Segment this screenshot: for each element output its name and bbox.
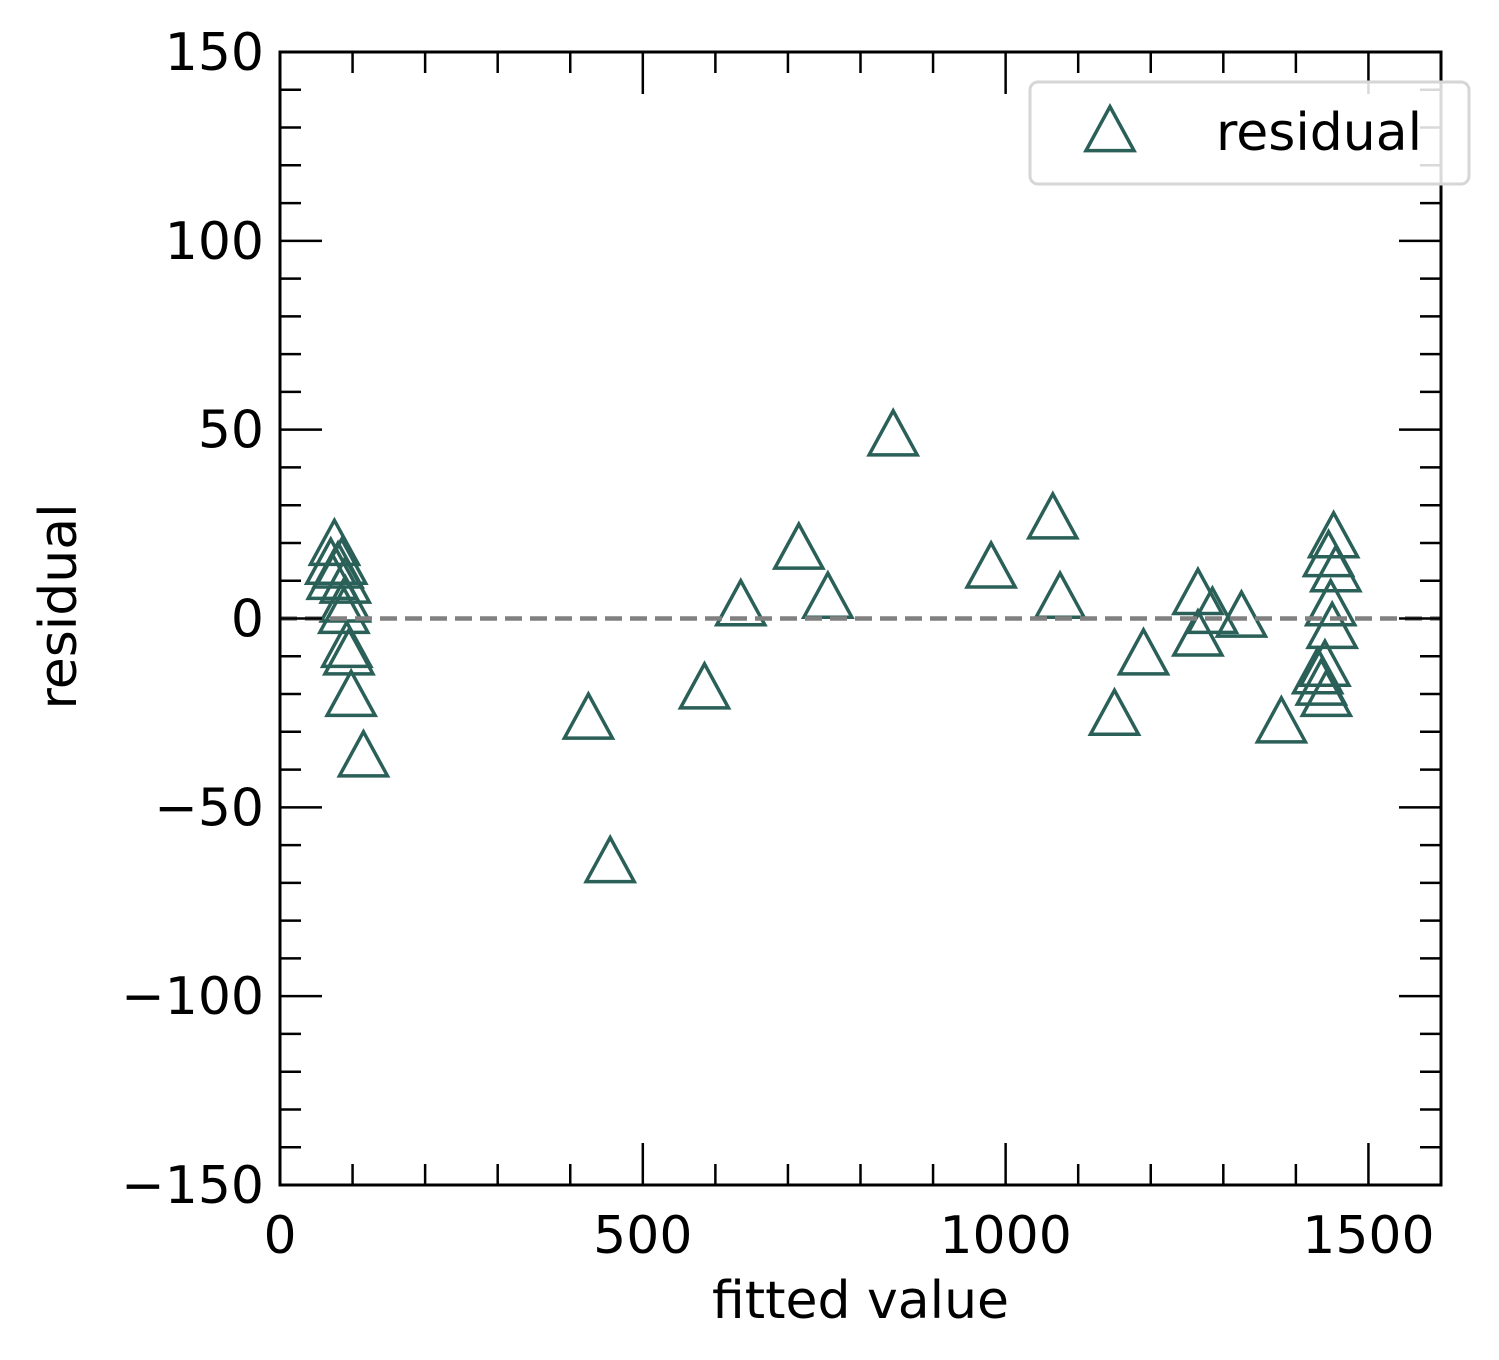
tick-labels: 0 500 1000 1500 −150 −100 −50 0 50 100 150 — [121, 23, 1434, 1266]
data-point-triangle — [561, 690, 616, 740]
data-point-triangle — [324, 667, 379, 718]
data-point-triangle — [1306, 509, 1361, 559]
legend-label: residual — [1216, 103, 1422, 163]
data-point-triangle — [318, 573, 373, 623]
y-tick-label: −50 — [154, 778, 264, 838]
data-point-triangle — [1116, 626, 1171, 676]
data-point-triangle — [1185, 584, 1240, 635]
data-point-triangle — [1305, 599, 1360, 650]
legend-box — [1028, 80, 1471, 186]
data-point-triangle — [1290, 645, 1345, 695]
data-point-triangle — [318, 554, 373, 604]
legend-triangle-icon — [1083, 102, 1137, 153]
y-tick-label: 100 — [165, 212, 264, 272]
data-point-triangle — [1033, 569, 1087, 619]
x-tick-label: 1000 — [939, 1206, 1071, 1266]
data-point-triangle — [713, 577, 768, 627]
legend: residual — [1028, 80, 1471, 186]
x-axis-label: fitted value — [712, 1271, 1009, 1331]
data-point-triangle — [1214, 588, 1269, 638]
data-point-triangle — [1025, 490, 1080, 540]
data-point-triangle — [583, 833, 638, 884]
y-tick-label: −100 — [121, 967, 264, 1027]
x-tick-label: 1500 — [1302, 1206, 1434, 1266]
data-point-triangle — [307, 516, 362, 567]
data-point-triangle — [316, 584, 371, 635]
x-tick-label: 500 — [593, 1206, 692, 1266]
data-point-triangle — [1254, 694, 1309, 744]
data-point-triangle — [1087, 686, 1142, 737]
y-tick-label: 150 — [165, 23, 264, 83]
plot-frame — [278, 50, 1443, 1187]
data-point-triangle — [771, 520, 826, 570]
data-point-triangle — [1303, 577, 1358, 627]
data-point-triangle — [800, 569, 855, 619]
data-point-triangle — [964, 539, 1019, 589]
data-point-triangle — [1308, 543, 1363, 593]
data-point-triangle — [336, 728, 391, 778]
data-point-triangle — [866, 407, 921, 457]
y-axis-label: residual — [29, 503, 89, 709]
x-tick-label: 0 — [263, 1206, 296, 1266]
y-tick-label: −150 — [121, 1156, 264, 1216]
data-point-triangle — [1299, 667, 1354, 718]
y-tick-label: 50 — [198, 401, 264, 461]
data-points — [303, 407, 1363, 884]
data-point-triangle — [677, 660, 732, 710]
data-point-triangle — [1297, 637, 1352, 687]
y-tick-label: 0 — [231, 590, 264, 650]
